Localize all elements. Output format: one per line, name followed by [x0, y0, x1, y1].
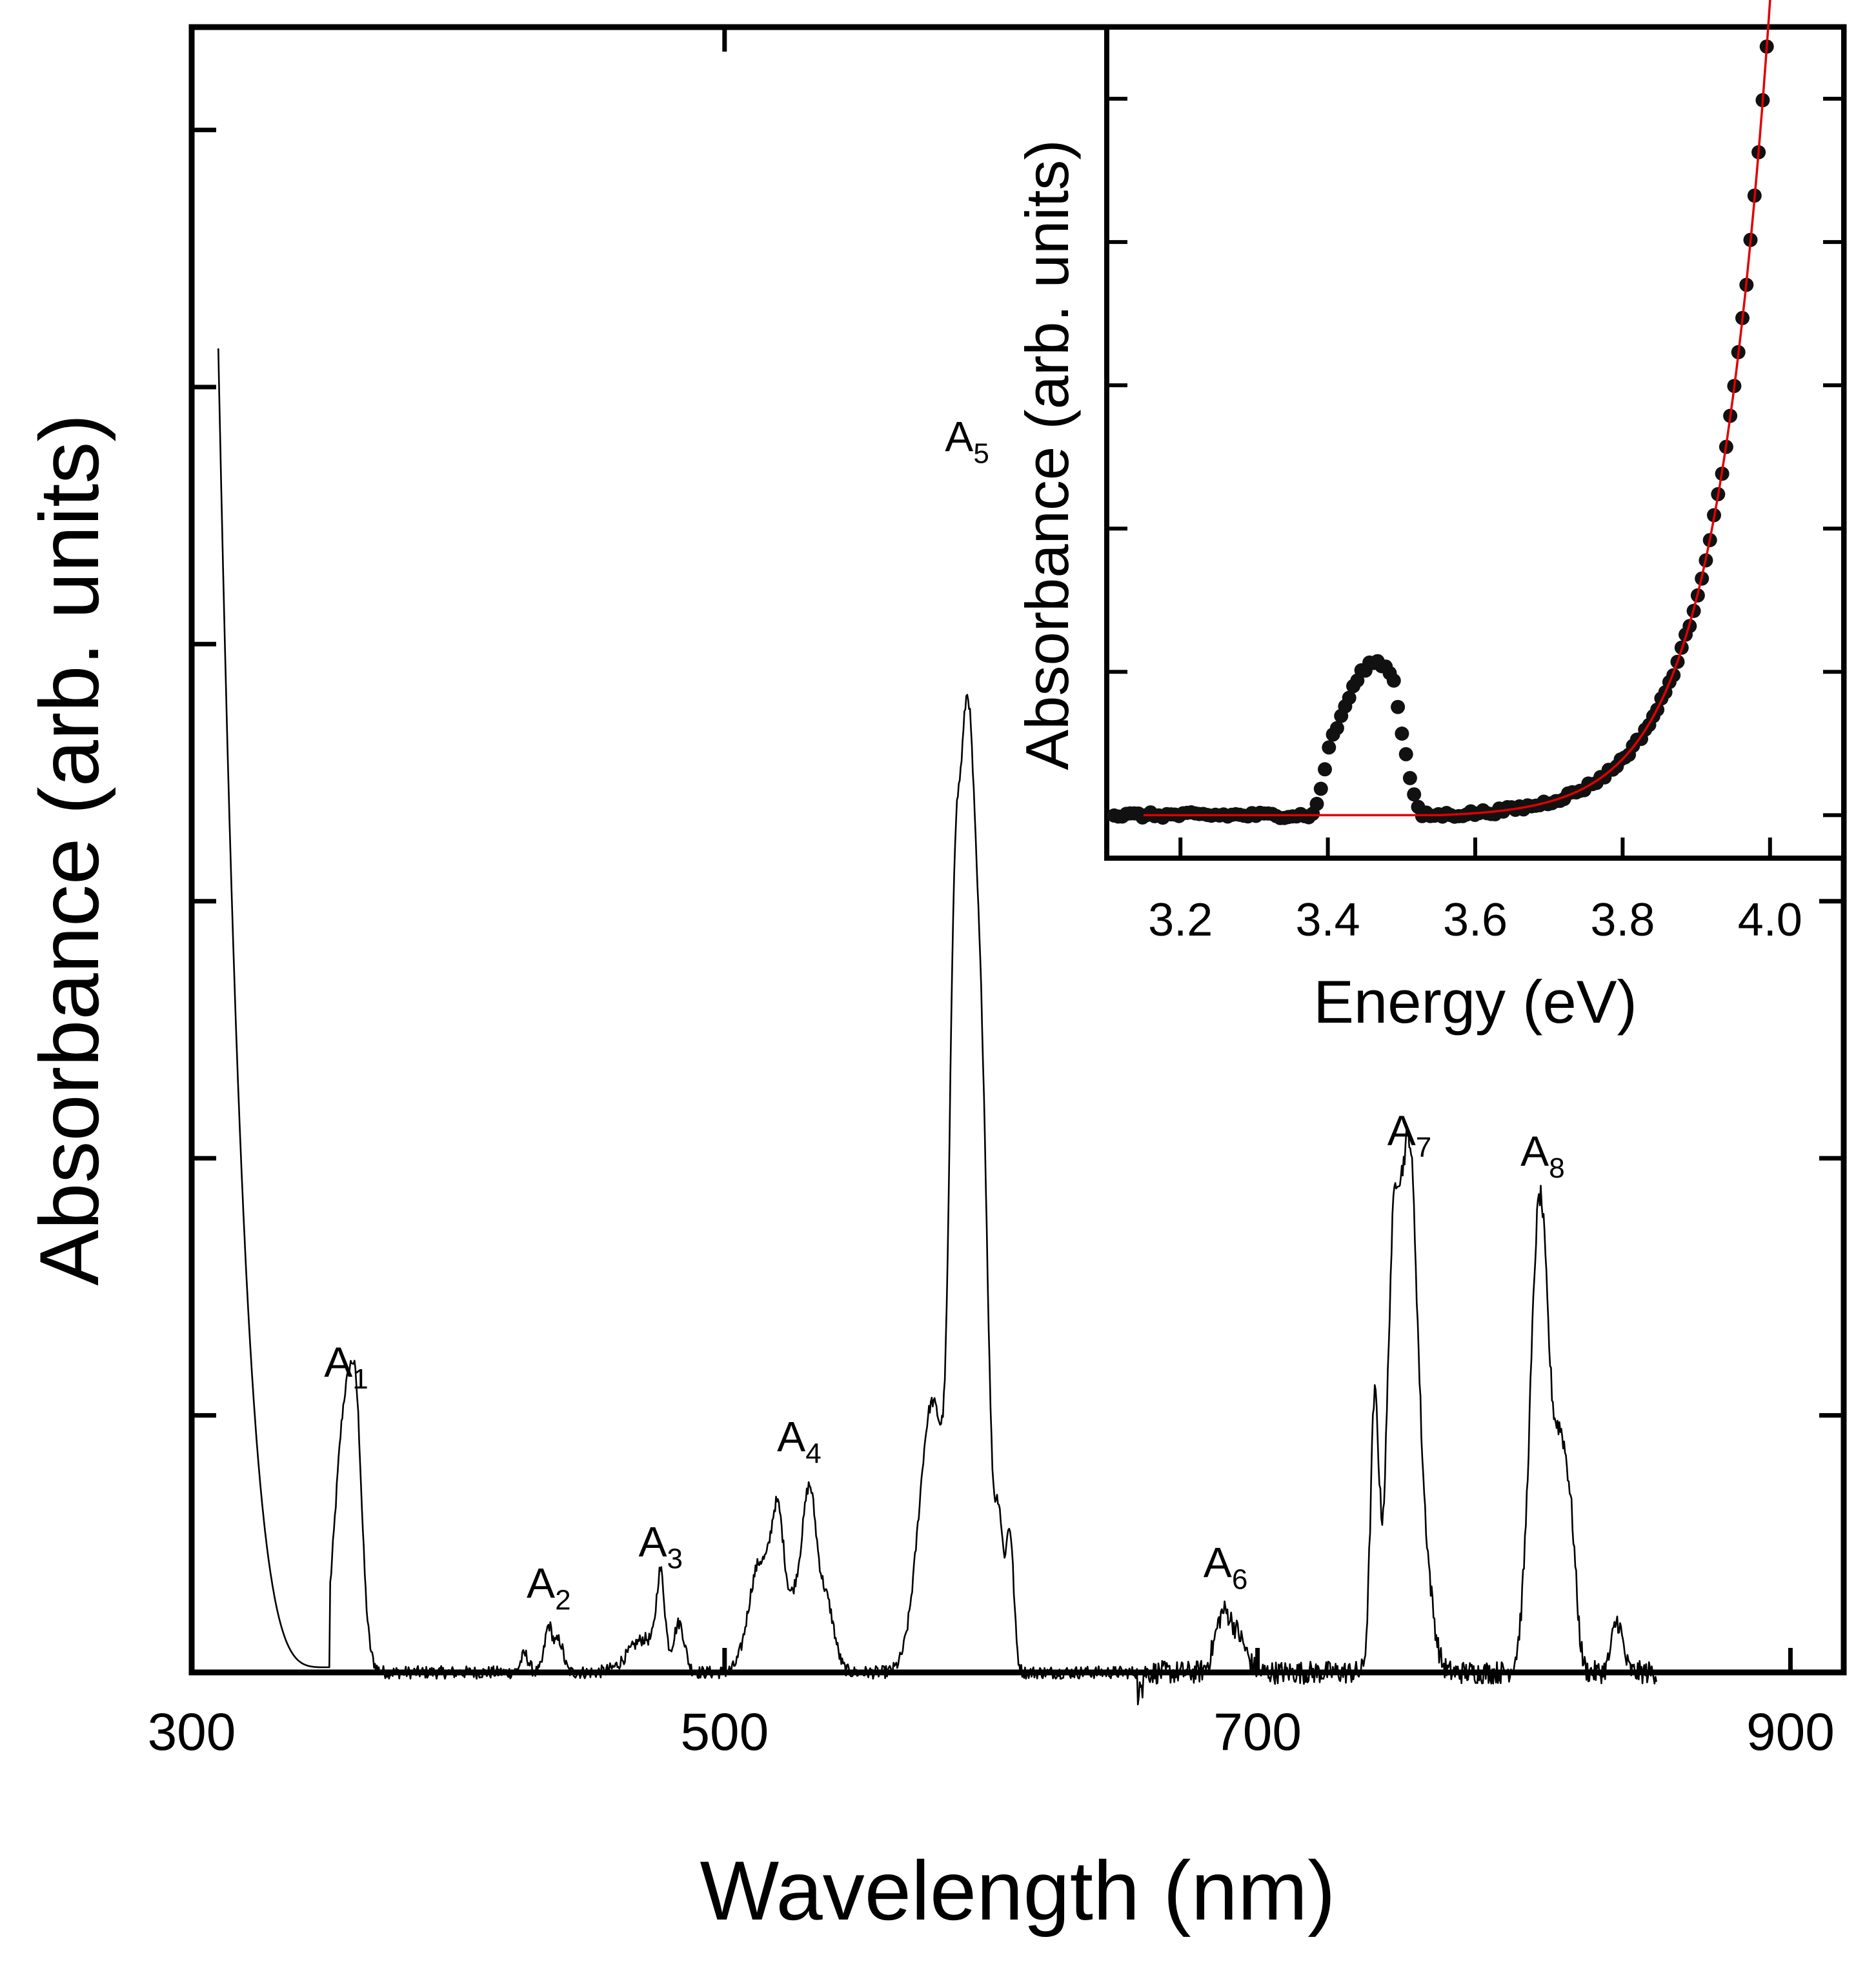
peak-label-a7: A7	[1387, 1107, 1432, 1163]
inset-data-point	[1329, 721, 1344, 736]
inset-plot: 3.2 3.4 3.6 3.8 4.0 Energy (eV) Absorbance (…	[1013, 0, 1846, 1036]
peak-annotations: A1 A2 A3 A4 A5 A6 A7 A8	[324, 412, 1564, 1616]
main-x-tick-label: 500	[680, 1703, 769, 1761]
inset-data-point	[1395, 727, 1409, 741]
peak-label-a3: A3	[638, 1518, 683, 1575]
inset-data-point	[1391, 699, 1406, 714]
peak-label-a1: A1	[324, 1338, 368, 1395]
inset-ticks	[1107, 97, 1844, 858]
main-absorbance-line	[217, 348, 1657, 1705]
inset-x-tick-label: 4.0	[1738, 894, 1802, 946]
inset-x-tick-label: 3.2	[1148, 894, 1213, 946]
peak-label-a4: A4	[777, 1412, 822, 1469]
main-x-axis-title: Wavelength (nm)	[700, 1843, 1336, 1938]
main-x-tick-labels: 300 500 700 900	[148, 1703, 1835, 1761]
peak-label-a6: A6	[1204, 1539, 1248, 1596]
main-x-tick-label: 700	[1213, 1703, 1302, 1761]
inset-data-point	[1402, 770, 1417, 785]
inset-data-point	[1309, 796, 1324, 811]
peak-label-a2: A2	[527, 1559, 571, 1616]
inset-x-axis-title: Energy (eV)	[1313, 968, 1637, 1036]
inset-data-point	[1407, 787, 1422, 802]
peak-label-a8: A8	[1520, 1127, 1565, 1184]
inset-data-point	[1318, 762, 1332, 777]
main-y-axis-title: Absorbance (arb. units)	[22, 414, 116, 1285]
inset-background	[1107, 27, 1844, 858]
inset-x-tick-label: 3.6	[1443, 894, 1508, 946]
inset-data-point	[1342, 690, 1357, 705]
peak-label-a5: A5	[945, 412, 989, 469]
inset-data-point	[1322, 740, 1336, 755]
inset-x-tick-labels: 3.2 3.4 3.6 3.8 4.0	[1148, 894, 1802, 946]
inset-data-point	[1313, 781, 1328, 796]
inset-data-point	[1398, 747, 1413, 761]
inset-x-tick-label: 3.4	[1296, 894, 1360, 946]
inset-fit-line	[1144, 0, 1771, 817]
inset-y-axis-title: Absorbance (arb. units)	[1013, 139, 1081, 770]
main-x-tick-label: 300	[148, 1703, 236, 1761]
inset-x-tick-label: 3.8	[1590, 894, 1655, 946]
main-x-tick-label: 900	[1746, 1703, 1835, 1761]
inset-data-point	[1386, 673, 1401, 688]
